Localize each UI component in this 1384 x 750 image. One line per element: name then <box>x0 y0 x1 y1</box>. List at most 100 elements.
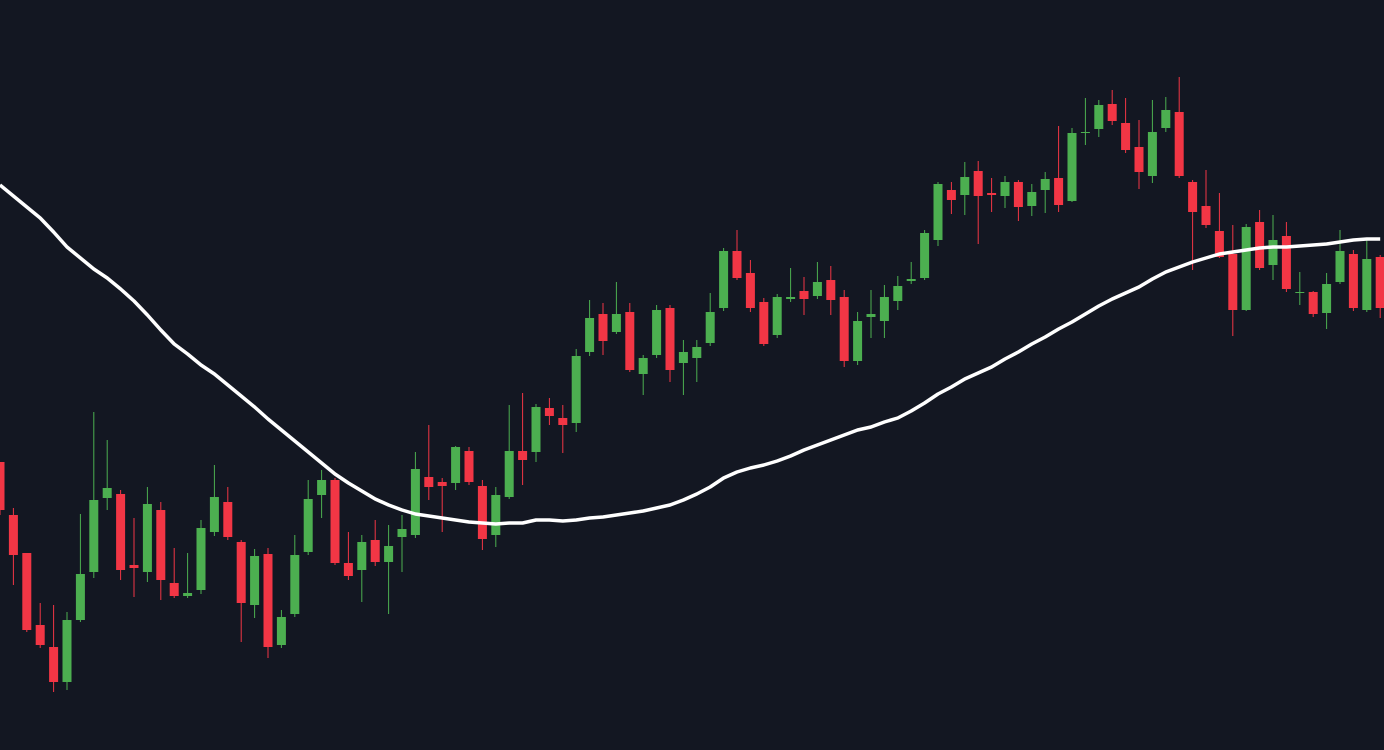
candle-body <box>1241 227 1251 310</box>
candle-body <box>142 504 152 572</box>
candle-body <box>1121 123 1131 150</box>
candle-body <box>732 251 742 278</box>
candle-body <box>759 302 769 344</box>
candle-body <box>558 418 568 425</box>
candle-body <box>1000 182 1010 196</box>
candle-body <box>464 451 474 482</box>
candle-body <box>518 451 528 460</box>
candle-body <box>571 356 581 423</box>
candle-body <box>745 273 755 308</box>
candle-body <box>1040 179 1050 190</box>
candle-body <box>1201 206 1211 225</box>
candle-body <box>1147 132 1157 176</box>
candle-body <box>719 251 729 308</box>
candle-body <box>1174 112 1184 176</box>
candle-body <box>678 352 688 363</box>
candle-body <box>692 347 702 358</box>
candle-body <box>786 297 796 299</box>
candle-body <box>8 515 18 555</box>
candle-body <box>879 297 889 321</box>
candle-body <box>544 408 554 416</box>
candle-body <box>343 563 353 576</box>
candle-body <box>960 177 970 195</box>
candle-body <box>1281 236 1291 289</box>
candle-body <box>263 554 273 647</box>
candle-body <box>0 462 5 510</box>
candle-body <box>424 477 434 487</box>
candle-body <box>1255 222 1265 268</box>
candle-body <box>1188 182 1198 212</box>
candle-body <box>437 482 447 486</box>
candle-body <box>625 312 635 370</box>
candle-body <box>946 190 956 200</box>
candle-body <box>1348 254 1358 308</box>
candle-body <box>1054 178 1064 205</box>
candle-body <box>330 480 340 563</box>
candle-body <box>290 555 300 614</box>
candle-body <box>906 279 916 281</box>
candle-body <box>638 358 648 374</box>
candle-body <box>384 546 394 562</box>
candle-body <box>75 574 85 620</box>
candle-body <box>652 310 662 355</box>
candle-body <box>491 495 501 535</box>
candle-body <box>665 308 675 370</box>
candle-body <box>1161 110 1171 128</box>
candle-body <box>451 447 461 483</box>
candle-body <box>1362 259 1372 310</box>
candle-body <box>35 625 45 645</box>
candle-body <box>1335 251 1345 282</box>
candle-body <box>531 407 541 452</box>
candle-body <box>303 499 313 552</box>
candle-body <box>893 286 903 301</box>
candle-body <box>22 553 32 630</box>
candle-body <box>933 184 943 240</box>
candle-body <box>477 486 487 539</box>
candle-body <box>1322 284 1332 313</box>
candle-body <box>812 282 822 296</box>
candle-body <box>116 494 126 570</box>
candle-body <box>236 542 246 603</box>
candle-body <box>1094 105 1104 129</box>
candle-body <box>973 171 983 196</box>
candle-body <box>1228 254 1238 310</box>
candle-body <box>866 314 876 317</box>
candle-body <box>1080 132 1090 133</box>
candle-body <box>1268 240 1278 265</box>
candle-body <box>598 314 608 341</box>
candle-body <box>1107 104 1117 121</box>
candle-body <box>705 312 715 343</box>
candle-body <box>1027 192 1037 206</box>
candle-body <box>772 297 782 335</box>
candle-body <box>826 280 836 300</box>
candle-body <box>410 469 420 535</box>
candle-body <box>183 593 193 596</box>
candle-body <box>129 565 139 568</box>
candle-body <box>156 510 166 580</box>
candle-body <box>1134 147 1144 172</box>
candle-body <box>987 193 997 195</box>
candle-body <box>317 480 327 495</box>
moving-average-line <box>0 183 1381 526</box>
candle-body <box>1013 182 1023 207</box>
candle-body <box>1375 257 1384 308</box>
candle-body <box>370 540 380 562</box>
candle-body <box>611 314 621 332</box>
candle-body <box>196 528 206 590</box>
candle-body <box>102 488 112 498</box>
candle-body <box>223 502 233 537</box>
candle-body <box>920 233 930 278</box>
candle-body <box>209 497 219 532</box>
candle-body <box>839 297 849 361</box>
candle-body <box>799 291 809 299</box>
candle-body <box>853 321 863 361</box>
candle-body <box>89 500 99 572</box>
candle-body <box>357 542 367 570</box>
candle-body <box>504 451 514 497</box>
candle-body <box>397 529 407 537</box>
candle-body <box>1214 231 1224 257</box>
candle-body <box>585 318 595 352</box>
candle-body <box>169 583 179 596</box>
